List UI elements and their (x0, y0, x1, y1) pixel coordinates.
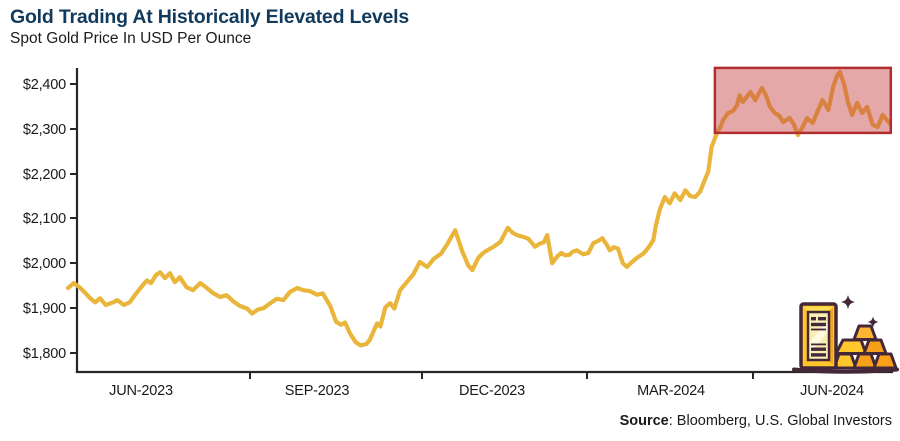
ground-line (792, 367, 899, 374)
y-tick-label: $1,800 (23, 346, 66, 362)
y-tick-label: $2,200 (23, 167, 66, 183)
x-tick-label: SEP-2023 (285, 383, 350, 399)
y-axis-ticks (70, 83, 77, 354)
source-label: Source (619, 413, 669, 429)
gold-price-line (65, 69, 893, 348)
x-axis-labels: JUN-2023 SEP-2023 DEC-2023 MAR-2024 JUN-… (109, 383, 864, 399)
y-tick-label: $1,900 (23, 301, 66, 317)
x-tick-label: MAR-2024 (637, 383, 705, 399)
gold-bars-illustration (792, 295, 899, 374)
x-tick-label: DEC-2023 (459, 383, 525, 399)
y-tick-label: $2,100 (23, 211, 66, 227)
x-tick-label: JUN-2023 (109, 383, 173, 399)
y-tick-label: $2,400 (23, 77, 66, 93)
standing-gold-bar (799, 302, 838, 370)
gold-ingot-stack (832, 324, 898, 370)
gold-ingot-bottom-mid (852, 352, 878, 370)
sparkle-icon (867, 316, 879, 328)
y-axis-labels: $2,400 $2,300 $2,200 $2,100 $2,000 $1,90… (23, 77, 66, 362)
y-tick-label: $2,300 (23, 122, 66, 138)
gold-ingot-mid-left (834, 338, 868, 355)
source-text: : Bloomberg, U.S. Global Investors (668, 413, 892, 429)
source-note: Source: Bloomberg, U.S. Global Investors (620, 413, 892, 429)
bar-engravings (811, 317, 826, 357)
x-tick-label: JUN-2024 (800, 383, 864, 399)
gold-ingot-bottom-right (872, 352, 898, 370)
page-subtitle: Spot Gold Price In USD Per Ounce (10, 30, 252, 47)
page-title: Gold Trading At Historically Elevated Le… (10, 6, 410, 28)
x-axis-ticks (249, 372, 754, 379)
highlight-box (713, 66, 893, 135)
y-tick-label: $2,000 (23, 256, 66, 272)
gold-ingot-mid-right (862, 338, 888, 355)
gold-ingot-top (852, 324, 878, 341)
sparkle-icon (841, 295, 855, 309)
